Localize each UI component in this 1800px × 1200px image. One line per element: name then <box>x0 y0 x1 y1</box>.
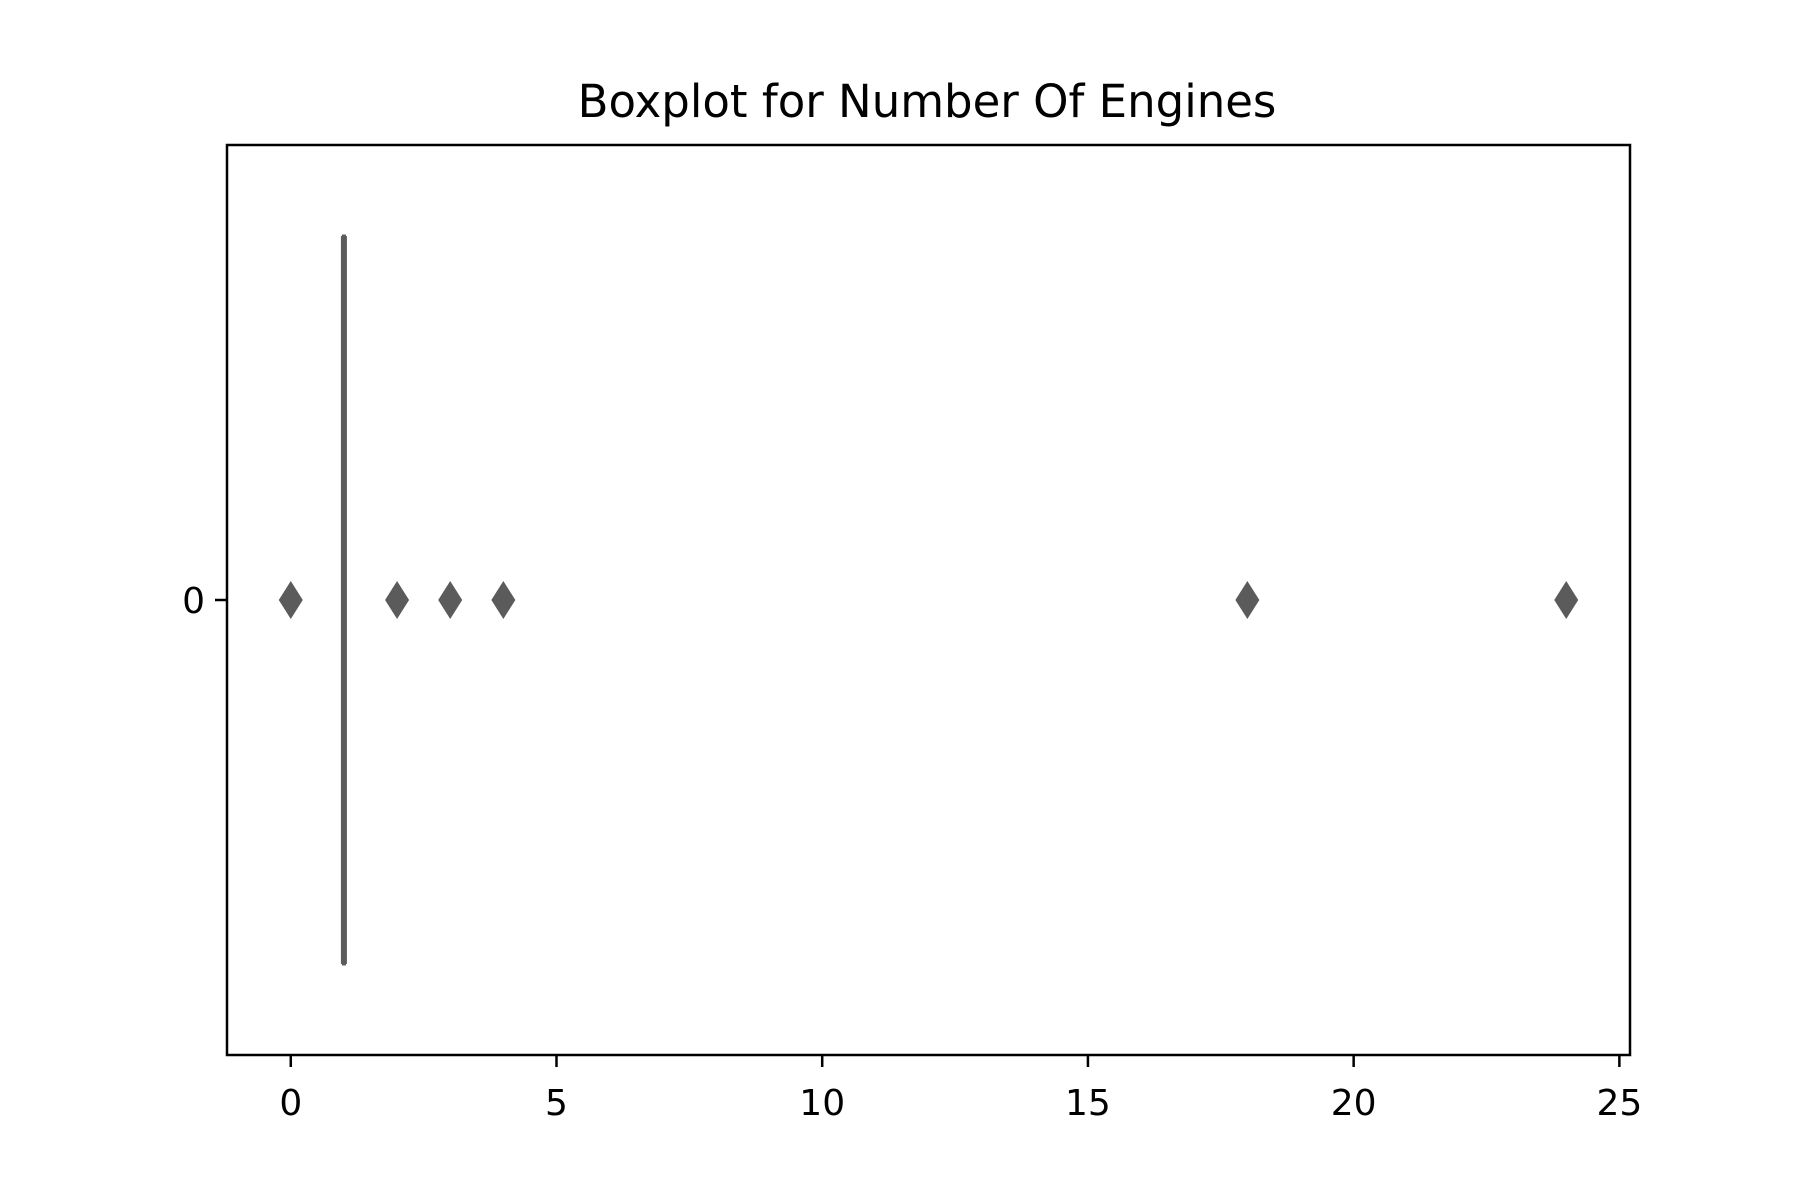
outlier-marker <box>491 581 516 619</box>
x-tick-label: 0 <box>279 1083 302 1124</box>
chart-title: Boxplot for Number Of Engines <box>578 75 1277 128</box>
x-tick-label: 25 <box>1596 1083 1642 1124</box>
outlier-marker <box>278 581 303 619</box>
outlier-marker <box>1235 581 1260 619</box>
x-axis: 0 5 10 15 20 25 <box>279 1055 1642 1124</box>
x-tick-label: 20 <box>1331 1083 1377 1124</box>
y-axis: 0 <box>182 581 227 622</box>
y-tick-label: 0 <box>182 581 205 622</box>
x-tick-label: 15 <box>1065 1083 1111 1124</box>
x-tick-label: 10 <box>799 1083 845 1124</box>
outlier-marker <box>1554 581 1579 619</box>
outlier-layer <box>278 581 1579 619</box>
box-layer <box>340 234 347 966</box>
x-tick-label: 5 <box>545 1083 568 1124</box>
plot-area-frame <box>225 143 1632 1057</box>
outlier-marker <box>385 581 410 619</box>
outlier-marker <box>438 581 463 619</box>
